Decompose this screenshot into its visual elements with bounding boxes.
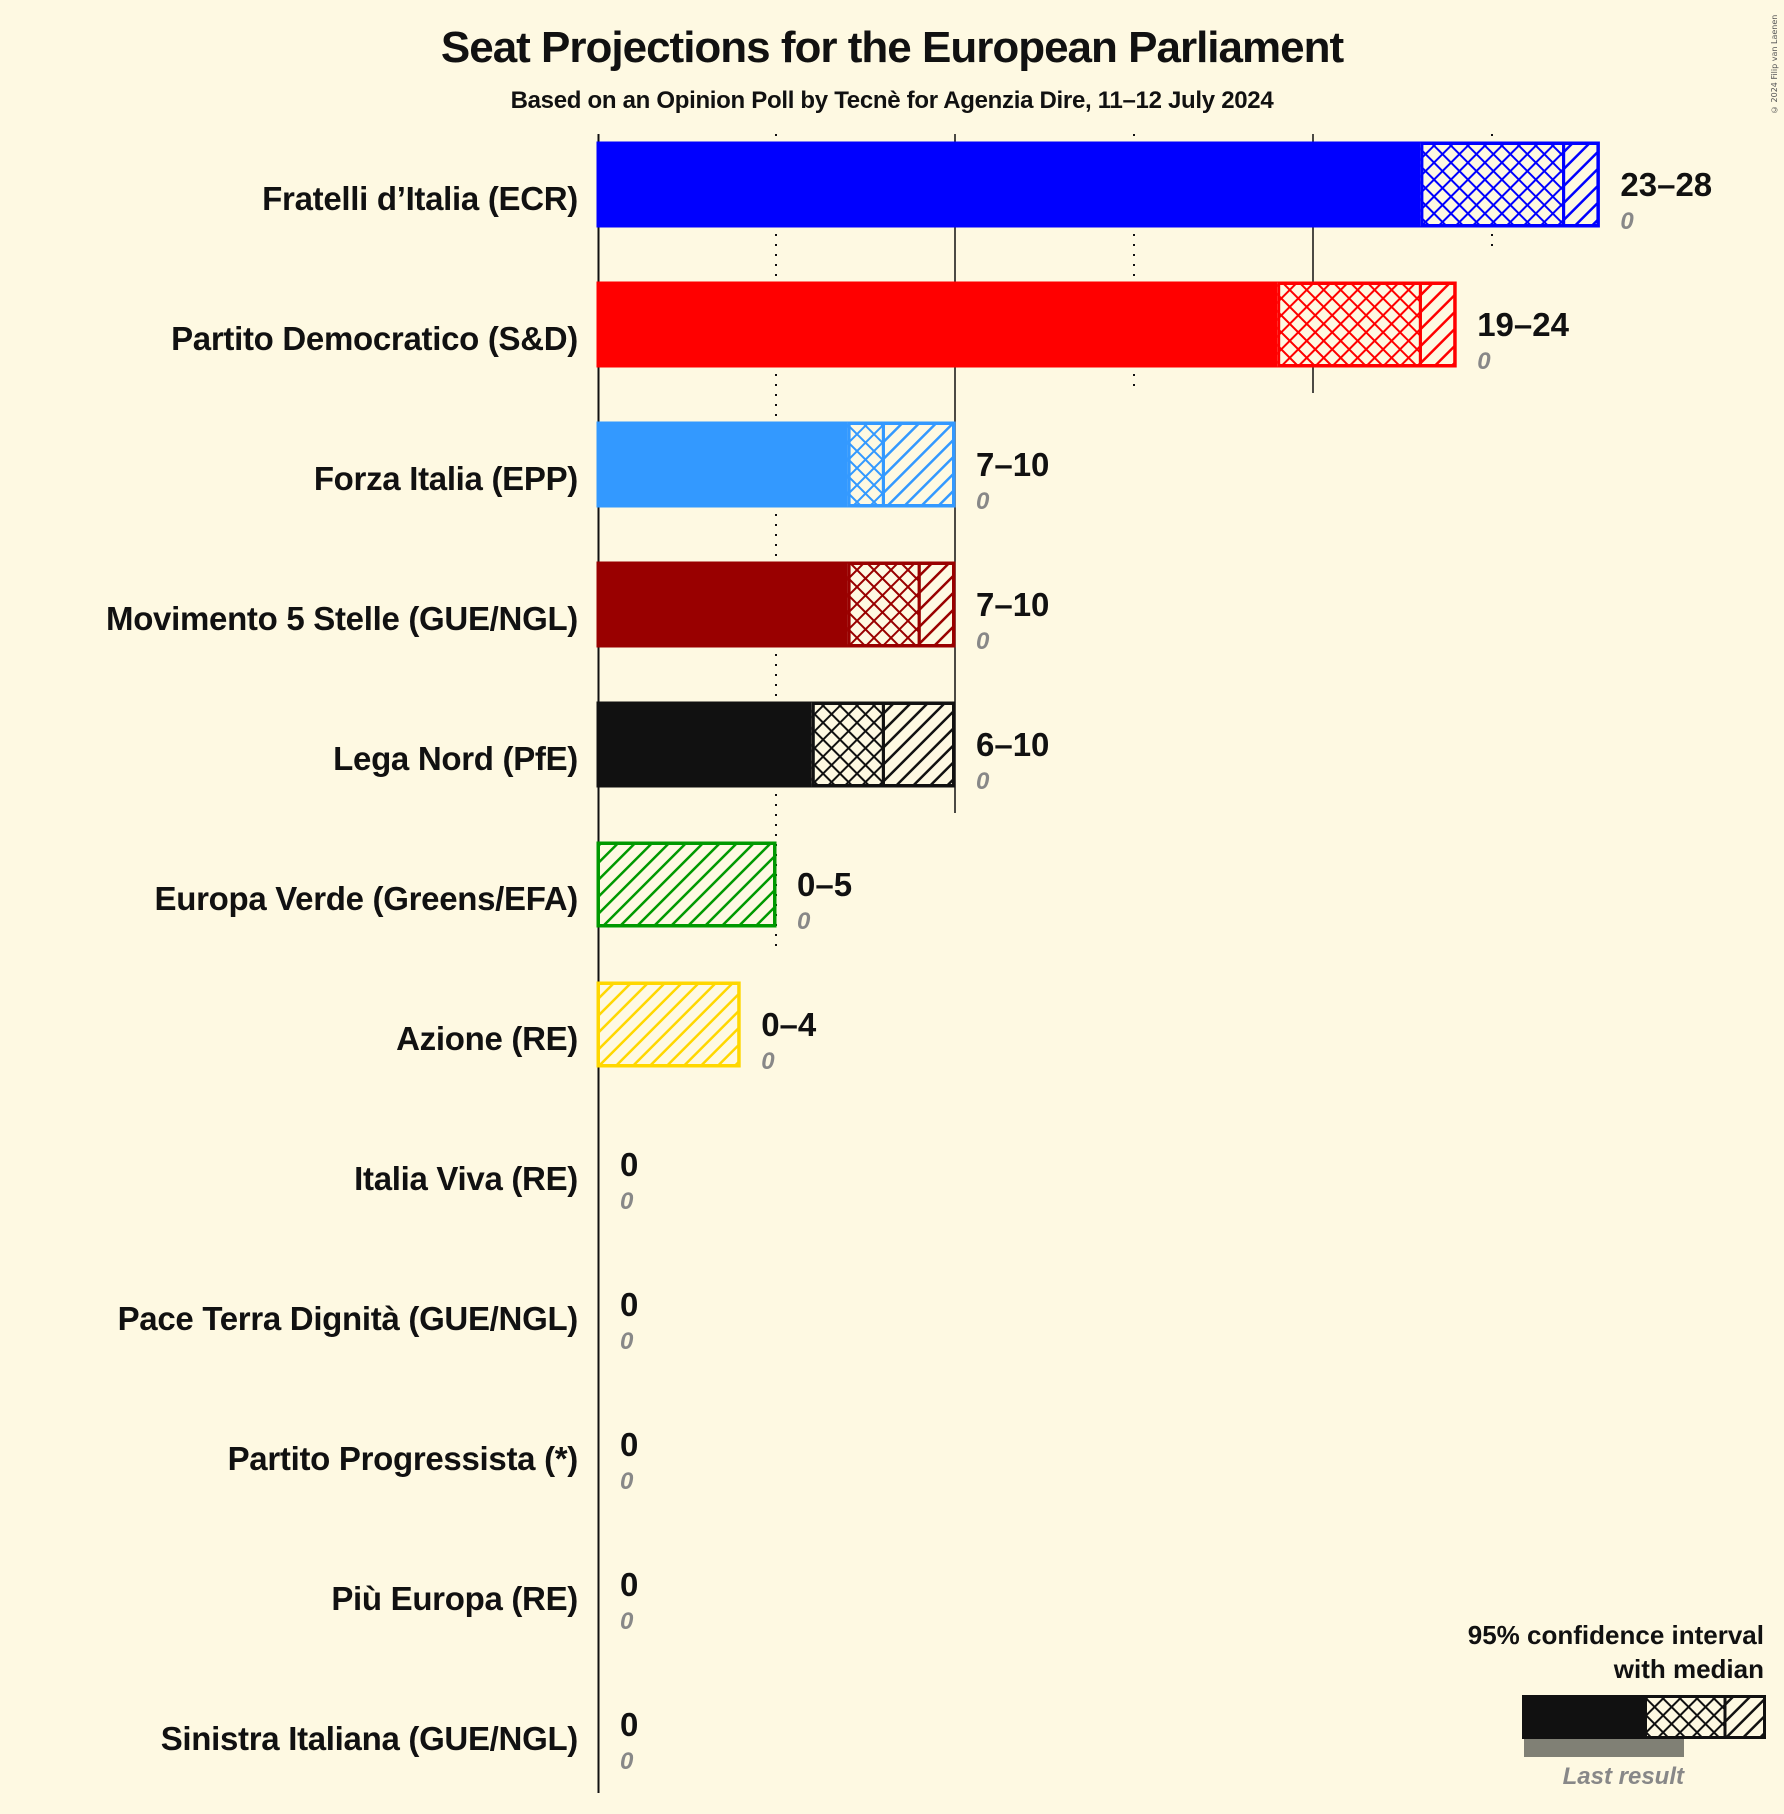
bar-median-range bbox=[1277, 282, 1421, 367]
seat-range-label: 0–5 bbox=[797, 866, 853, 903]
seat-range-label: 23–28 bbox=[1620, 166, 1713, 203]
bar-group bbox=[596, 841, 777, 928]
last-result-label: 0 bbox=[620, 1468, 634, 1495]
seat-range-label: 0 bbox=[620, 1566, 639, 1603]
bar-upper-range bbox=[1563, 142, 1600, 227]
chart-subtitle: Based on an Opinion Poll by Tecnè for Ag… bbox=[510, 87, 1274, 114]
bar-upper-range bbox=[1420, 282, 1457, 367]
party-label: Partito Progressista (*) bbox=[227, 1440, 579, 1477]
last-result-label: 0 bbox=[620, 1328, 634, 1355]
last-result-label: 0 bbox=[976, 628, 990, 655]
last-result-label: 0 bbox=[1477, 348, 1491, 375]
bar-group bbox=[596, 141, 1600, 228]
legend-line-2: with median bbox=[1613, 1654, 1764, 1684]
bar-upper-range bbox=[883, 702, 955, 787]
bar-group bbox=[596, 561, 956, 648]
party-label: Movimento 5 Stelle (GUE/NGL) bbox=[106, 600, 578, 637]
last-result-label: 0 bbox=[797, 908, 811, 935]
bar-median-range bbox=[847, 422, 884, 507]
seat-range-label: 0 bbox=[620, 1146, 639, 1183]
bar-group bbox=[596, 421, 956, 508]
seat-range-label: 0 bbox=[620, 1706, 639, 1743]
last-result-label: 0 bbox=[976, 488, 990, 515]
party-label: Sinistra Italiana (GUE/NGL) bbox=[160, 1720, 579, 1757]
bar-median-range bbox=[811, 702, 884, 787]
last-result-label: 0 bbox=[1620, 208, 1634, 235]
bar-upper-range bbox=[919, 562, 955, 647]
last-result-label: 0 bbox=[620, 1188, 634, 1215]
party-label: Più Europa (RE) bbox=[331, 1580, 578, 1617]
seat-range-label: 0 bbox=[620, 1426, 639, 1463]
bar-group bbox=[596, 281, 1457, 368]
last-result-label: 0 bbox=[620, 1748, 634, 1775]
last-result-label: 0 bbox=[620, 1608, 634, 1635]
legend-last-result-label: Last result bbox=[1562, 1763, 1684, 1790]
legend-solid bbox=[1522, 1695, 1644, 1739]
bar-solid bbox=[597, 282, 1278, 367]
legend-median-range bbox=[1644, 1695, 1725, 1739]
bar-solid bbox=[597, 562, 848, 647]
last-result-label: 0 bbox=[761, 1048, 775, 1075]
bar-group bbox=[596, 701, 956, 788]
seat-range-label: 7–10 bbox=[976, 446, 1050, 483]
bar-upper-range bbox=[883, 422, 955, 507]
legend-line-1: 95% confidence interval bbox=[1467, 1620, 1764, 1650]
last-result-label: 0 bbox=[976, 768, 990, 795]
party-label: Italia Viva (RE) bbox=[354, 1160, 578, 1197]
legend-last-result-bar bbox=[1524, 1739, 1684, 1757]
seat-range-label: 19–24 bbox=[1477, 306, 1569, 343]
seat-range-label: 6–10 bbox=[976, 726, 1050, 763]
bar-solid bbox=[597, 422, 848, 507]
party-label: Partito Democratico (S&D) bbox=[171, 320, 578, 357]
party-label: Fratelli d’Italia (ECR) bbox=[262, 180, 578, 217]
party-label: Pace Terra Dignità (GUE/NGL) bbox=[117, 1300, 579, 1337]
seat-range-label: 0–4 bbox=[761, 1006, 817, 1043]
bar-upper-range bbox=[597, 982, 741, 1067]
bar-group bbox=[596, 981, 741, 1068]
legend-upper-range bbox=[1725, 1695, 1766, 1739]
legend-bar bbox=[1522, 1695, 1766, 1757]
bar-median-range bbox=[1420, 142, 1564, 227]
legend-title: 95% confidence interval with median bbox=[1468, 1618, 1764, 1686]
bar-solid bbox=[597, 142, 1421, 227]
seat-range-label: 7–10 bbox=[976, 586, 1050, 623]
bar-solid bbox=[597, 702, 812, 787]
party-label: Lega Nord (PfE) bbox=[333, 740, 578, 777]
bar-median-range bbox=[847, 562, 920, 647]
party-label: Azione (RE) bbox=[396, 1020, 578, 1057]
chart-title: Seat Projections for the European Parlia… bbox=[440, 23, 1344, 72]
seat-range-label: 0 bbox=[620, 1286, 639, 1323]
bar-upper-range bbox=[597, 842, 776, 927]
party-label: Forza Italia (EPP) bbox=[313, 460, 578, 497]
party-label: Europa Verde (Greens/EFA) bbox=[154, 880, 579, 917]
